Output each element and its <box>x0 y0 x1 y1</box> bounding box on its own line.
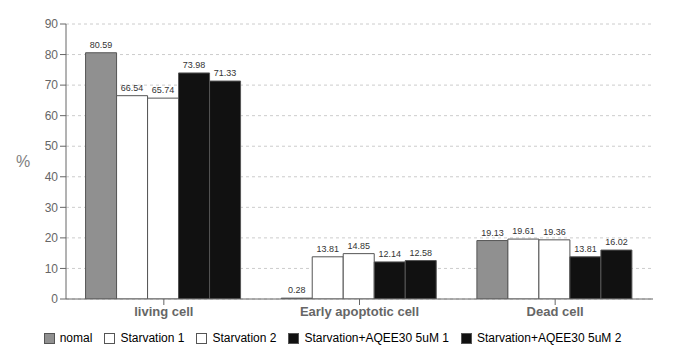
svg-text:19.61: 19.61 <box>512 226 535 236</box>
svg-text:30: 30 <box>45 201 59 215</box>
svg-text:90: 90 <box>45 17 59 31</box>
svg-text:50: 50 <box>45 139 59 153</box>
svg-text:65.74: 65.74 <box>152 85 175 95</box>
svg-text:13.81: 13.81 <box>574 244 597 254</box>
svg-text:0.28: 0.28 <box>288 285 306 295</box>
svg-text:20: 20 <box>45 231 59 245</box>
svg-text:16.02: 16.02 <box>605 237 628 247</box>
svg-text:12.14: 12.14 <box>378 249 401 259</box>
svg-text:10: 10 <box>45 262 59 276</box>
html-text:nomal: nomal <box>59 331 93 345</box>
html-text:Starvation+AQEE30 5uM 2: Starvation+AQEE30 5uM 2 <box>476 331 622 345</box>
svg-text:73.98: 73.98 <box>183 60 206 70</box>
svg-text:Early apoptotic cell: Early apoptotic cell <box>300 304 419 319</box>
svg-text:%: % <box>16 153 30 170</box>
svg-text:60: 60 <box>45 109 59 123</box>
svg-text:0: 0 <box>51 292 58 306</box>
svg-text:71.33: 71.33 <box>214 68 237 78</box>
svg-text:80.59: 80.59 <box>90 40 113 50</box>
svg-text:40: 40 <box>45 170 59 184</box>
html-text:Starvation+AQEE30 5uM 1: Starvation+AQEE30 5uM 1 <box>304 331 449 345</box>
svg-text:66.54: 66.54 <box>121 83 144 93</box>
svg-text:13.81: 13.81 <box>316 244 339 254</box>
svg-text:Dead cell: Dead cell <box>527 304 584 319</box>
svg-text:70: 70 <box>45 78 59 92</box>
svg-text:80: 80 <box>45 48 59 62</box>
svg-text:19.13: 19.13 <box>481 228 504 238</box>
svg-text:12.58: 12.58 <box>409 248 432 258</box>
svg-text:19.36: 19.36 <box>543 227 566 237</box>
html-text:Starvation 1: Starvation 1 <box>120 331 185 345</box>
html-text:Starvation 2: Starvation 2 <box>212 331 277 345</box>
svg-text:14.85: 14.85 <box>347 241 370 251</box>
svg-text:living cell: living cell <box>134 304 193 319</box>
